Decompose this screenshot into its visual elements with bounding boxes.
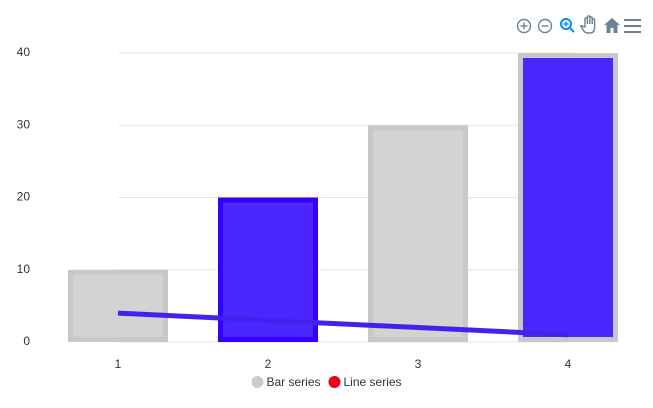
grid <box>118 52 570 343</box>
legend-label: Line series <box>344 375 402 389</box>
menu-button[interactable] <box>624 19 641 33</box>
x-tick-label: 1 <box>115 357 122 371</box>
y-tick-label: 40 <box>17 45 31 59</box>
legend-marker <box>251 376 264 388</box>
bar <box>518 53 618 342</box>
legend-label: Bar series <box>266 375 320 389</box>
bar <box>368 125 468 342</box>
bar <box>68 269 168 342</box>
y-tick-label: 10 <box>17 262 31 276</box>
y-tick-label: 20 <box>17 190 31 204</box>
pan-button[interactable] <box>579 15 596 34</box>
toolbar <box>516 15 641 34</box>
x-tick-label: 2 <box>265 357 272 371</box>
zoom-in-button[interactable] <box>516 18 532 34</box>
y-tick-label: 0 <box>23 334 30 348</box>
x-tick-label: 3 <box>415 357 422 371</box>
line <box>117 310 569 338</box>
reset-button[interactable] <box>604 18 620 33</box>
zoom-select-button[interactable] <box>560 18 575 33</box>
zoom-out-button[interactable] <box>537 18 553 34</box>
legend: Bar series Line series <box>251 375 402 389</box>
x-tick-label: 4 <box>565 357 572 371</box>
bar <box>218 197 318 342</box>
legend-marker <box>328 376 341 388</box>
y-tick-label: 30 <box>17 117 31 131</box>
